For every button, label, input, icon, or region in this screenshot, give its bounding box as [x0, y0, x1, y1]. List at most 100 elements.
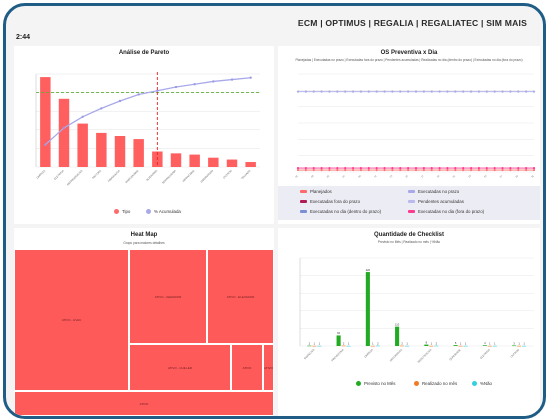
- os-series-point: [446, 90, 449, 93]
- pareto-bar: [245, 162, 256, 167]
- heatmap-tile[interactable]: ATIVO: [14, 391, 274, 416]
- os-series-point: [312, 90, 315, 93]
- pareto-legend-item[interactable]: % Acumulada: [146, 209, 181, 214]
- os-series-point: [517, 90, 520, 93]
- os-series-point: [391, 168, 394, 172]
- os-series-point: [477, 168, 481, 172]
- os-series-point: [525, 168, 528, 172]
- pareto-legend-label: Tipo: [122, 209, 131, 214]
- os-series-point: [351, 90, 355, 93]
- checklist-bar: [429, 345, 434, 347]
- os-legend-item[interactable]: Planejados: [300, 189, 332, 194]
- brand-title: ECM | OPTIMUS | REGALIA | REGALIATEC | S…: [297, 18, 527, 28]
- os-series-point: [501, 166, 504, 170]
- os-series-point: [367, 166, 370, 170]
- heatmap-area[interactable]: ATIVO - HVAC ATIVO - GERADOR ATIVO - ELEVA…: [14, 249, 274, 416]
- os-legend-item[interactable]: Executadas no prazo: [408, 189, 459, 194]
- checklist-bar: [487, 345, 492, 347]
- pareto-bar: [133, 139, 144, 167]
- os-series-point: [532, 90, 536, 93]
- checklist-tick-label: INSPECAO: [303, 348, 315, 360]
- pareto-chart[interactable]: LIMPEZA ELETRICA REFRIGERACAO PINTURA HIDRAU…: [14, 60, 274, 220]
- os-series-point: [469, 90, 473, 93]
- os-panel[interactable]: OS Preventiva x Dia Planejadas | Executa…: [278, 46, 540, 224]
- checklist-bar: [375, 345, 380, 347]
- pareto-title: Análise de Pareto: [118, 50, 170, 56]
- os-series-point: [501, 168, 504, 172]
- checklist-tick-label: SEGURANCA: [389, 348, 404, 363]
- pareto-bar: [226, 159, 238, 167]
- checklist-subtitle: Previsto no Mês | Realizado no mês | %Nã…: [377, 240, 441, 244]
- heatmap-panel[interactable]: Heat Map Grupo para maiores detalhes ATI…: [14, 228, 274, 416]
- checklist-value-label: 60: [337, 331, 340, 335]
- heatmap-tile[interactable]: ATIVO - HVAC: [14, 249, 129, 391]
- pareto-cumulative-point: [44, 143, 47, 146]
- os-series-point: [328, 168, 331, 172]
- checklist-value-label: 2: [343, 341, 345, 345]
- os-legend-item[interactable]: Executadas no dia (dentro do prazo): [300, 209, 381, 214]
- os-series-point: [469, 168, 473, 172]
- heatmap-tile[interactable]: ATIVO: [231, 344, 263, 391]
- os-series-point: [336, 166, 339, 170]
- os-legend-label: Executadas fora do prazo: [310, 199, 361, 204]
- os-series-point: [485, 166, 488, 170]
- checklist-bar: [424, 344, 429, 346]
- heatmap-title: Heat Map: [130, 232, 158, 238]
- checklist-tick-label: LIMPEZA: [363, 348, 374, 359]
- checklist-tick-label: PREVENTIVA: [330, 348, 345, 363]
- os-series-point: [493, 90, 496, 93]
- checklist-bar: [365, 272, 370, 346]
- heatmap-tile-label: ATIVO: [139, 401, 149, 406]
- pareto-tick-label: ELETRICA: [53, 169, 65, 181]
- checklist-legend-label: Realizado no mês: [422, 381, 458, 386]
- os-tick-label: 15: [405, 174, 409, 178]
- os-series-point: [469, 166, 473, 170]
- os-series-point: [312, 168, 315, 172]
- pareto-bar: [77, 123, 88, 167]
- heatmap-tile[interactable]: ATIVO: [263, 344, 274, 391]
- os-series-point: [304, 90, 307, 93]
- heatmap-tile[interactable]: ATIVO - ELEVADOR: [207, 249, 274, 344]
- os-chart[interactable]: 01 03 05 07 09 11 13 15 17 19 21 23 25 27 29 31: [278, 64, 540, 192]
- heatmap-tile[interactable]: ATIVO - GERADOR: [129, 249, 207, 344]
- heatmap-tile[interactable]: ATIVO - CHILLER: [129, 344, 231, 391]
- os-series-point: [367, 168, 370, 172]
- os-legend-label: Executadas no prazo: [418, 189, 460, 194]
- os-subtitle: Planejadas | Executadas no prazo | Execu…: [295, 58, 523, 62]
- os-legend-item[interactable]: Pendentes acumuladas: [408, 199, 464, 204]
- heatmap-tile-label: ATIVO - CHILLER: [167, 365, 193, 370]
- checklist-bar: [317, 345, 322, 347]
- checklist-title: Quantidade de Checklist: [373, 232, 445, 238]
- clock-time: 2:44: [16, 34, 31, 41]
- os-series-point: [375, 166, 378, 170]
- os-tick-label: 07: [342, 174, 346, 178]
- os-tick-label: 19: [436, 174, 440, 178]
- checklist-bar: [463, 345, 468, 347]
- os-tick-label: 03: [310, 174, 314, 178]
- os-series-point: [359, 90, 363, 93]
- os-series-point: [351, 168, 355, 172]
- pareto-legend-label: % Acumulada: [154, 209, 181, 214]
- pareto-tick-label: TELHADO: [240, 169, 252, 181]
- checklist-bar: [458, 345, 463, 347]
- checklist-panel[interactable]: Quantidade de Checklist Previsto no Mês …: [278, 228, 540, 416]
- checklist-legend-item[interactable]: %Não: [472, 381, 492, 386]
- checklist-value-label: 2: [436, 341, 438, 345]
- os-tick-label: 05: [326, 174, 330, 178]
- pareto-cumulative-point: [62, 126, 66, 130]
- os-legend-item[interactable]: Executadas no dia (fora do prazo): [408, 209, 484, 214]
- pareto-panel[interactable]: Análise de Pareto LIMPEZA ELETRICA REFRIGE…: [14, 46, 274, 224]
- pareto-tick-label: SERRALHERIA: [161, 169, 177, 185]
- checklist-legend-item[interactable]: Previsto no Mês: [356, 381, 395, 386]
- pareto-bar: [114, 136, 126, 167]
- heatmap-tile-label: ATIVO - GERADOR: [154, 294, 182, 299]
- checklist-value-label: 1: [348, 342, 350, 346]
- os-series-point: [509, 166, 512, 170]
- os-legend-item[interactable]: Executadas fora do prazo: [300, 199, 360, 204]
- checklist-legend-item[interactable]: Realizado no mês: [414, 381, 457, 386]
- os-series-point: [399, 90, 402, 93]
- os-series-point: [493, 168, 496, 172]
- checklist-bar: [370, 345, 375, 347]
- pareto-legend-item[interactable]: Tipo: [114, 209, 130, 214]
